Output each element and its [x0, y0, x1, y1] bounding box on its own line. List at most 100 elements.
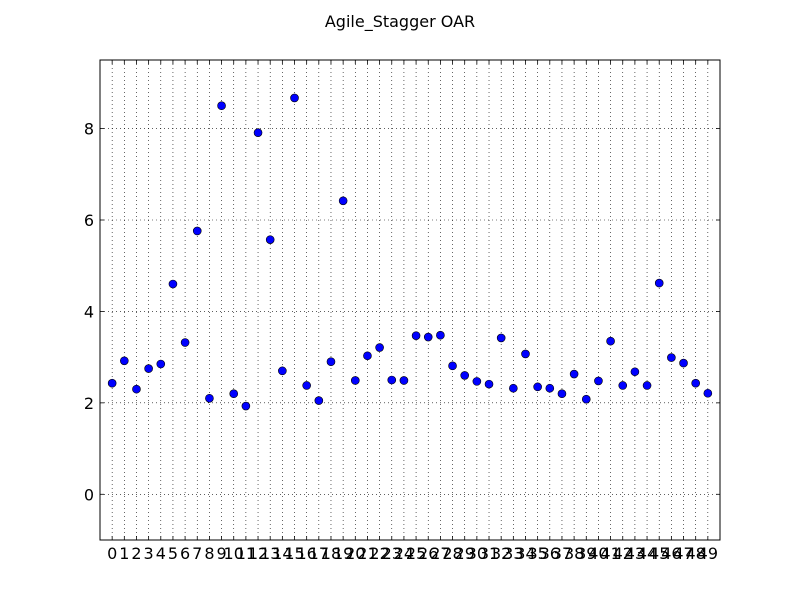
- x-tick-label: 36: [540, 544, 560, 563]
- data-point: [581, 394, 591, 404]
- data-point: [654, 278, 664, 288]
- data-point: [411, 331, 421, 340]
- x-tick-label: 47: [673, 544, 693, 563]
- data-point: [265, 235, 275, 244]
- x-tick-label: 10: [224, 544, 244, 563]
- data-point: [192, 226, 202, 236]
- x-tick-label: 17: [309, 544, 329, 563]
- x-tick-label: 25: [406, 544, 426, 563]
- x-tick-label: 27: [430, 544, 450, 563]
- x-tick-label: 19: [333, 544, 353, 563]
- y-tick-label: 2: [84, 394, 94, 413]
- data-point: [132, 384, 141, 394]
- data-point: [509, 383, 518, 393]
- data-point: [484, 379, 494, 389]
- x-tick-label: 45: [649, 544, 669, 563]
- x-tick-label: 3: [144, 544, 154, 563]
- data-point: [545, 383, 555, 393]
- data-point: [302, 381, 311, 390]
- x-tick-label: 38: [564, 544, 584, 563]
- data-point: [338, 196, 348, 206]
- data-point: [168, 279, 178, 289]
- x-tick-label: 26: [418, 544, 438, 563]
- data-point: [630, 367, 640, 377]
- data-point: [448, 361, 457, 371]
- data-point: [594, 376, 603, 386]
- data-point: [120, 356, 129, 366]
- data-point: [399, 376, 409, 385]
- data-point: [253, 128, 263, 137]
- x-tick-label: 39: [576, 544, 596, 563]
- x-tick-label: 9: [216, 544, 226, 563]
- data-point: [533, 382, 542, 392]
- data-point: [436, 330, 445, 340]
- x-tick-label: 44: [637, 544, 657, 563]
- x-tick-label: 12: [248, 544, 268, 563]
- data-point: [642, 381, 652, 390]
- data-point: [156, 359, 166, 369]
- x-tick-label: 23: [382, 544, 402, 563]
- plot-frame: [99, 59, 721, 541]
- data-point: [460, 371, 470, 380]
- data-point: [618, 381, 628, 390]
- data-point: [180, 338, 190, 347]
- data-point: [326, 357, 336, 367]
- x-tick-label: 0: [107, 544, 117, 563]
- x-tick-label: 43: [625, 544, 645, 563]
- x-tick-label: 41: [600, 544, 620, 563]
- data-point: [606, 336, 615, 346]
- y-tick-label: 6: [84, 211, 94, 230]
- x-tick-label: 35: [527, 544, 547, 563]
- chart-title: Agile_Stagger OAR: [325, 12, 475, 32]
- data-point: [241, 401, 251, 411]
- data-point: [703, 388, 713, 398]
- data-points: [107, 93, 713, 411]
- y-tick-label: 0: [84, 485, 94, 504]
- x-tick-label: 22: [369, 544, 389, 563]
- data-point: [569, 369, 579, 379]
- x-tick-label: 15: [284, 544, 304, 563]
- x-tick-label: 4: [156, 544, 166, 563]
- x-tick-label: 48: [686, 544, 706, 563]
- x-tick-label: 11: [236, 544, 256, 563]
- grid: [100, 60, 720, 540]
- y-tick-label: 4: [84, 302, 94, 321]
- x-tick-label: 46: [661, 544, 681, 563]
- data-point: [278, 366, 287, 376]
- data-point: [144, 364, 153, 373]
- x-tick-label: 20: [345, 544, 365, 563]
- x-tick-label: 2: [131, 544, 141, 563]
- x-tick-label: 37: [552, 544, 572, 563]
- data-point: [423, 332, 433, 342]
- x-tick-label: 13: [260, 544, 280, 563]
- data-point: [350, 376, 360, 385]
- x-tick-label: 7: [192, 544, 202, 563]
- y-tick-label: 8: [84, 120, 94, 139]
- x-tick-label: 1: [119, 544, 129, 563]
- x-tick-label: 31: [479, 544, 499, 563]
- data-point: [472, 377, 482, 386]
- x-tick-label: 40: [588, 544, 608, 563]
- data-point: [229, 389, 239, 399]
- x-tick-label: 8: [204, 544, 214, 563]
- data-point: [691, 378, 700, 388]
- x-tick-label: 5: [168, 544, 178, 563]
- x-tick-label: 21: [357, 544, 377, 563]
- data-point: [363, 351, 372, 361]
- x-tick-label: 24: [394, 544, 414, 563]
- x-tick-label: 32: [491, 544, 511, 563]
- data-point: [557, 389, 567, 399]
- data-point: [679, 358, 688, 368]
- x-tick-label: 42: [613, 544, 633, 563]
- data-point: [314, 396, 324, 405]
- x-tick-label: 14: [272, 544, 292, 563]
- x-tick-label: 18: [321, 544, 341, 563]
- data-point: [290, 93, 299, 103]
- data-point: [521, 349, 530, 359]
- x-tick-label: 30: [467, 544, 487, 563]
- x-axis-ticks: 0 1 2 3 4 5 6 7 8 9101112131415161718192021222324…: [107, 60, 718, 563]
- x-tick-label: 6: [180, 544, 190, 563]
- data-point: [107, 378, 117, 388]
- y-axis-ticks: 0 2 4 6 8: [84, 120, 720, 504]
